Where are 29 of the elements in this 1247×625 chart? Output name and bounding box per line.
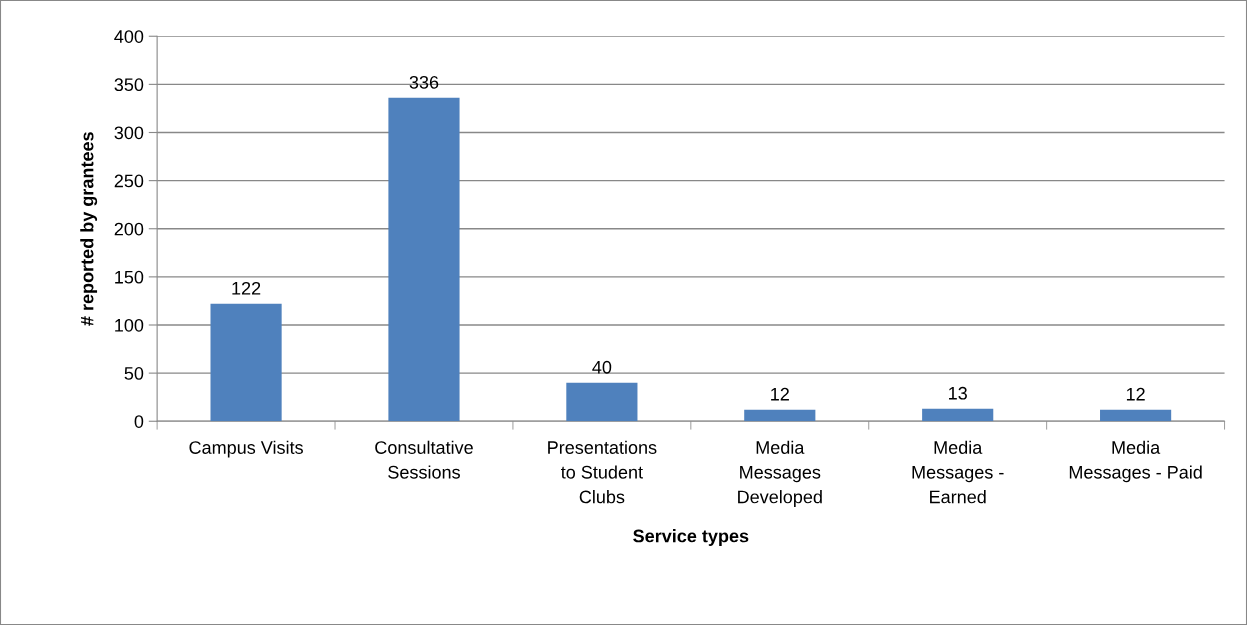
data-label: 13 [949, 386, 967, 400]
y-tick-label: 0 [134, 415, 144, 428]
bar [922, 408, 994, 422]
y-tick-label: 400 [114, 30, 144, 43]
data-label: 12 [771, 387, 789, 401]
x-tick-label: Presentations to Student Clubs [548, 440, 657, 504]
bar [210, 303, 282, 422]
y-tick-label: 200 [114, 222, 144, 236]
x-axis-title: Service types [633, 529, 749, 546]
data-label: 40 [592, 360, 612, 374]
y-tick-label: 300 [114, 126, 144, 140]
data-label: 122 [232, 281, 261, 295]
bar [744, 409, 816, 422]
y-tick-label: 100 [115, 318, 144, 332]
y-tick-label: 50 [124, 367, 144, 380]
y-tick-label: 350 [114, 78, 144, 92]
x-tick-label: Media Messages - Earned [912, 440, 1004, 504]
data-label: 336 [409, 75, 439, 89]
y-tick-label: 150 [115, 270, 144, 284]
x-tick-label: Consultative Sessions [375, 440, 473, 479]
x-tick-label: Media Messages Developed [738, 440, 822, 507]
bar [1100, 409, 1172, 422]
data-label: 12 [1126, 387, 1145, 401]
bar [566, 382, 638, 422]
y-tick-label: 250 [114, 174, 144, 188]
bar [388, 97, 460, 422]
x-tick-label: Media Messages - Paid [1069, 440, 1202, 483]
y-axis-title: # reported by grantees [80, 132, 98, 326]
x-tick-label: Campus Visits [189, 440, 303, 458]
